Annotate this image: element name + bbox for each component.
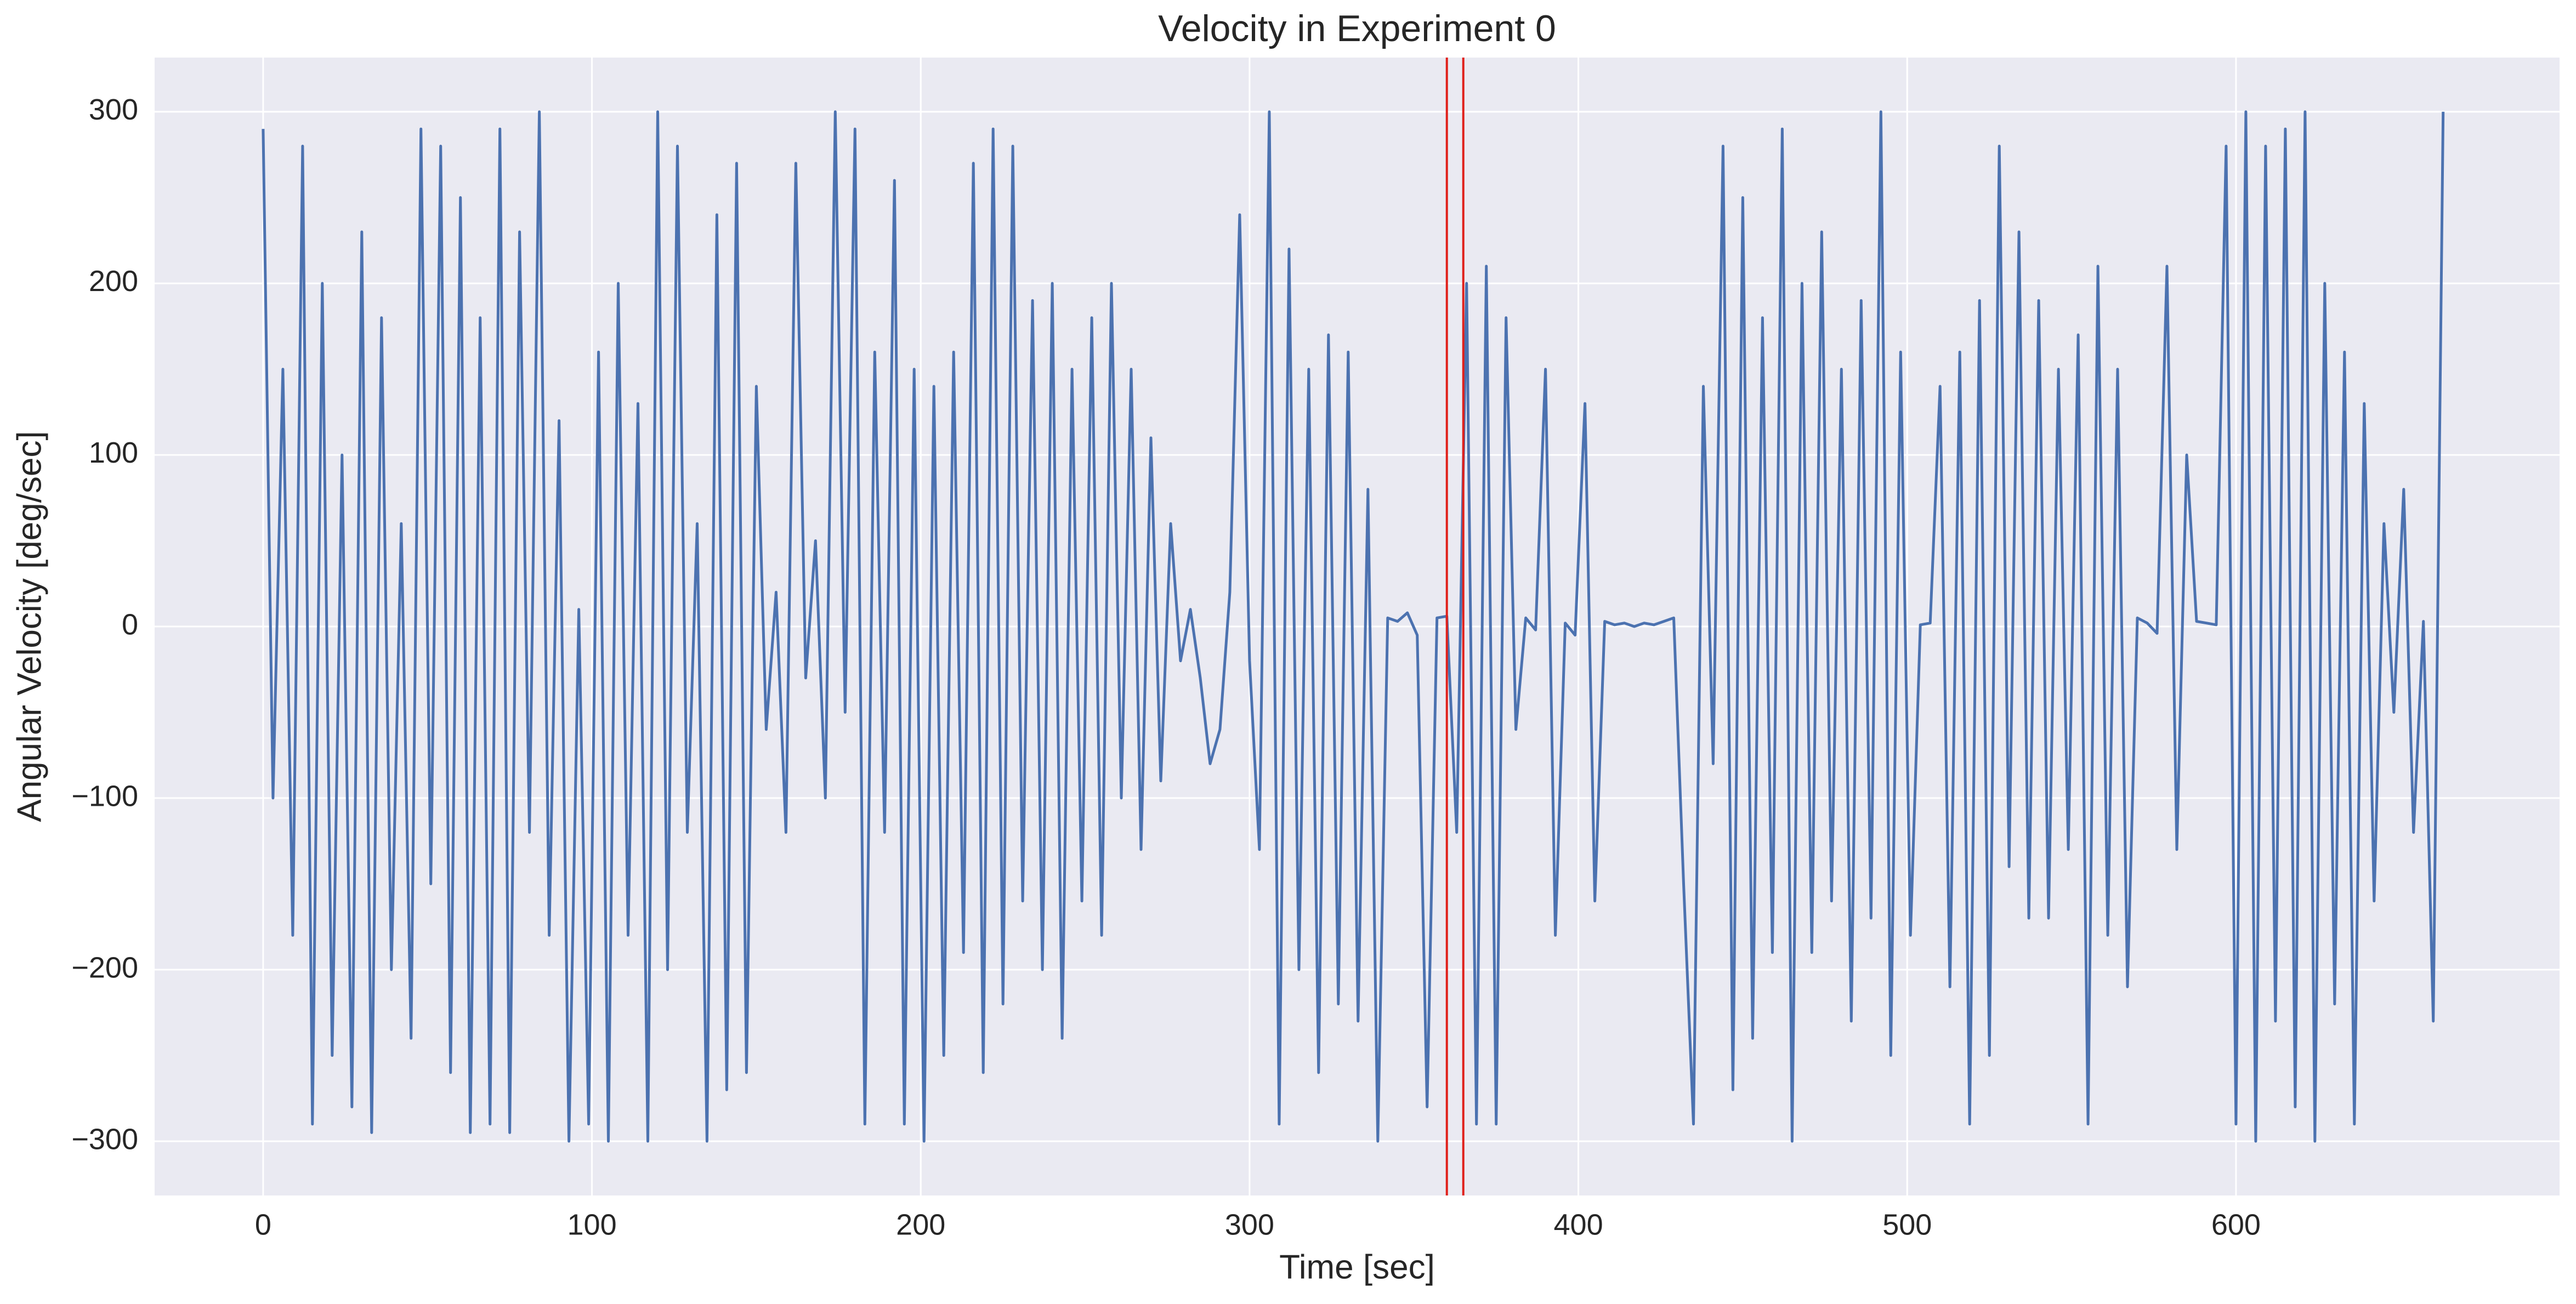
x-tick-label: 600 — [2211, 1208, 2261, 1241]
y-axis-label: Angular Velocity [deg/sec] — [10, 431, 48, 822]
y-tick-label: −300 — [71, 1123, 138, 1155]
y-tick-label: −200 — [71, 951, 138, 984]
y-tick-label: 100 — [89, 436, 138, 469]
x-tick-label: 200 — [896, 1208, 945, 1241]
y-tick-label: 0 — [122, 608, 138, 641]
y-tick-label: 300 — [89, 93, 138, 126]
y-tick-label: 200 — [89, 265, 138, 298]
x-tick-label: 400 — [1554, 1208, 1603, 1241]
y-tick-label: −100 — [71, 779, 138, 812]
data-line — [262, 110, 2445, 1143]
chart-title: Velocity in Experiment 0 — [1158, 8, 1556, 49]
x-tick-label: 500 — [1882, 1208, 1932, 1241]
x-tick-label: 0 — [255, 1208, 271, 1241]
x-tick-label: 300 — [1225, 1208, 1274, 1241]
x-axis-label: Time [sec] — [1279, 1248, 1435, 1286]
x-tick-label: 100 — [568, 1208, 617, 1241]
